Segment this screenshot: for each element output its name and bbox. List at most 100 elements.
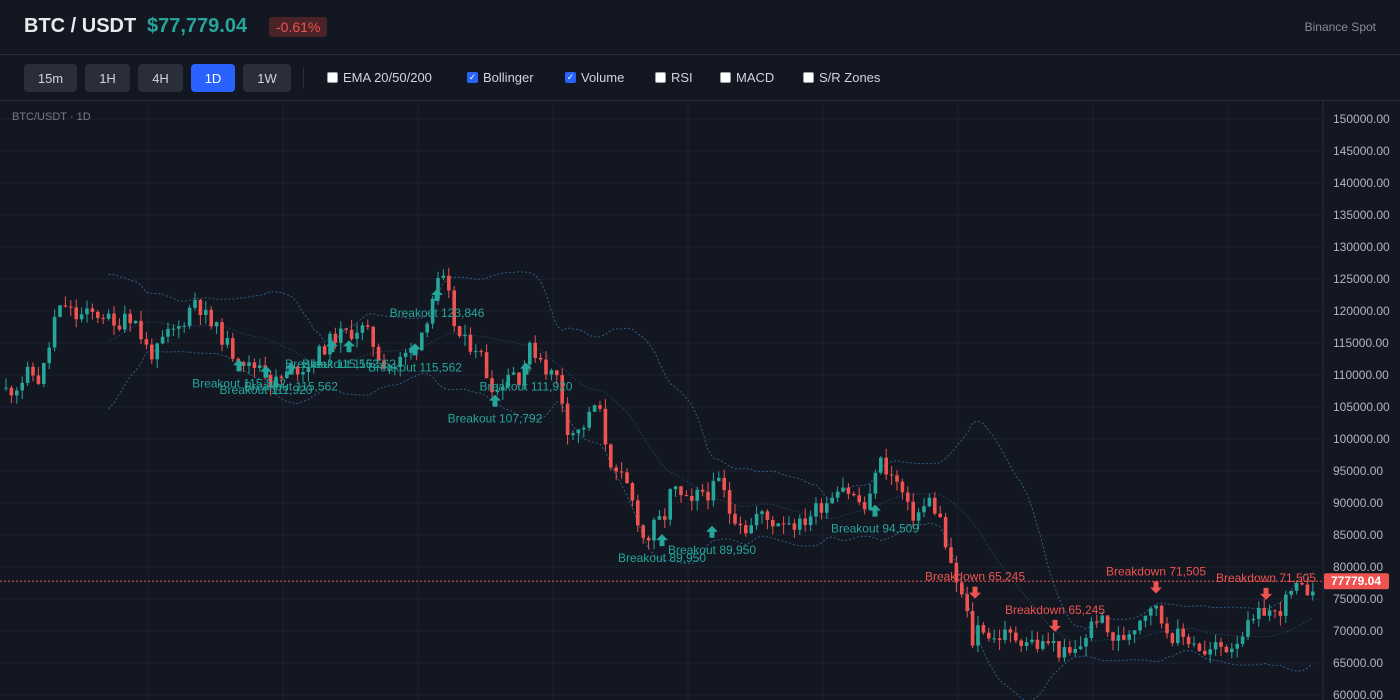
last-price-label: 77779.04	[1324, 573, 1389, 590]
breakdown-label: Breakdown 71,505	[1106, 564, 1206, 578]
ema-checkbox[interactable]	[327, 72, 338, 83]
candlestick-series[interactable]	[4, 267, 1315, 664]
candle-body	[468, 334, 473, 352]
candle-body	[544, 359, 548, 375]
candle-body	[787, 523, 791, 525]
candle-body	[1111, 632, 1115, 641]
breakdown-label: Breakdown 65,245	[1005, 603, 1105, 617]
timeframe-1h-button[interactable]: 1H	[85, 64, 130, 92]
rsi-label: RSI	[671, 70, 693, 85]
indicator-ema-toggle[interactable]: EMA 20/50/200	[327, 70, 432, 85]
candle-body	[382, 360, 386, 369]
candle-body	[1041, 641, 1045, 649]
candle-body	[609, 444, 613, 468]
exchange-label: Binance Spot	[1304, 20, 1376, 34]
candle-body	[268, 374, 273, 387]
bollinger-checkbox[interactable]: ✓	[467, 72, 478, 83]
candle-body	[322, 346, 327, 355]
candle-body	[1197, 643, 1202, 651]
candle-body	[376, 346, 381, 361]
price-tick-label: 75000.00	[1333, 592, 1383, 606]
chart-title: BTC/USDT · 1D	[12, 111, 91, 123]
candle-body	[1278, 611, 1283, 616]
candle-body	[771, 519, 775, 527]
candle-body	[614, 467, 618, 472]
candle-body	[641, 525, 645, 538]
breakout-arrow-icon	[489, 394, 501, 407]
candle-body	[166, 328, 170, 337]
candle-body	[177, 326, 181, 329]
indicator-bollinger-toggle[interactable]: ✓ Bollinger	[467, 70, 534, 85]
candle-body	[1149, 608, 1153, 616]
rsi-checkbox[interactable]	[655, 72, 666, 83]
timeframe-1w-button[interactable]: 1W	[243, 64, 291, 92]
macd-checkbox[interactable]	[720, 72, 731, 83]
timeframe-4h-button[interactable]: 4H	[138, 64, 183, 92]
candle-body	[630, 483, 635, 501]
candle-body	[1138, 620, 1142, 631]
indicator-rsi-toggle[interactable]: RSI	[655, 70, 693, 85]
breakout-arrow-icon	[706, 525, 718, 538]
candle-body	[835, 491, 840, 498]
candle-body	[825, 503, 829, 513]
timeframe-1d-button[interactable]: 1D	[191, 64, 235, 92]
breakout-label: Breakout 115,562	[192, 376, 286, 390]
candle-body	[819, 503, 824, 513]
breakout-label: Breakout 123,846	[390, 306, 485, 320]
price-axis[interactable]	[1323, 101, 1400, 700]
breakout-arrow-icon	[656, 534, 668, 547]
candle-body	[879, 457, 883, 473]
breakdown-arrow-icon	[969, 586, 981, 599]
candle-body	[1251, 618, 1256, 621]
candle-body	[949, 547, 953, 563]
last-price-tag	[1324, 573, 1389, 590]
price-tick-label: 135000.00	[1333, 208, 1390, 222]
candle-body	[96, 311, 100, 318]
candle-body	[722, 477, 726, 491]
indicator-sr-zones-toggle[interactable]: S/R Zones	[803, 70, 880, 85]
candle-body	[1073, 648, 1077, 653]
price-tick-label: 150000.00	[1333, 112, 1390, 126]
candle-body	[744, 525, 748, 534]
candle-body	[841, 487, 845, 492]
candle-body	[258, 365, 262, 368]
candle-body	[749, 525, 753, 534]
breakdown-label: Breakdown 71,505	[1216, 571, 1316, 585]
indicator-volume-toggle[interactable]: ✓ Volume	[565, 70, 624, 85]
candle-body	[247, 362, 251, 366]
timeframe-15m-button[interactable]: 15m	[24, 64, 77, 92]
candle-body	[436, 277, 440, 299]
candle-body	[884, 457, 888, 475]
candle-body	[679, 486, 683, 496]
indicator-macd-toggle[interactable]: MACD	[720, 70, 774, 85]
price-tick-label: 125000.00	[1333, 272, 1390, 286]
candle-body	[409, 347, 413, 353]
breakout-label: Breakout 115,562	[368, 360, 462, 374]
volume-checkbox[interactable]: ✓	[565, 72, 576, 83]
last-price-value: 77779.04	[1331, 574, 1381, 588]
candle-body	[549, 370, 554, 375]
candle-body	[279, 376, 284, 379]
candle-body	[1116, 634, 1121, 641]
price-tick-label: 60000.00	[1333, 688, 1383, 700]
candle-body	[74, 307, 78, 320]
candle-body	[36, 375, 41, 384]
candle-body	[1186, 636, 1191, 645]
candle-body	[1181, 628, 1185, 637]
sr-zones-checkbox[interactable]	[803, 72, 814, 83]
price-tick-label: 120000.00	[1333, 304, 1390, 318]
candle-body	[204, 309, 208, 316]
candle-body	[981, 625, 986, 633]
candle-body	[765, 511, 770, 520]
candle-body	[587, 411, 591, 428]
candle-body	[441, 275, 446, 278]
candle-body	[619, 471, 624, 473]
candle-body	[403, 352, 408, 357]
candle-body	[31, 366, 35, 376]
candle-body	[603, 408, 608, 445]
candle-body	[25, 366, 30, 383]
candle-body	[225, 338, 230, 345]
candle-body	[333, 333, 338, 343]
candle-body	[1132, 630, 1137, 635]
